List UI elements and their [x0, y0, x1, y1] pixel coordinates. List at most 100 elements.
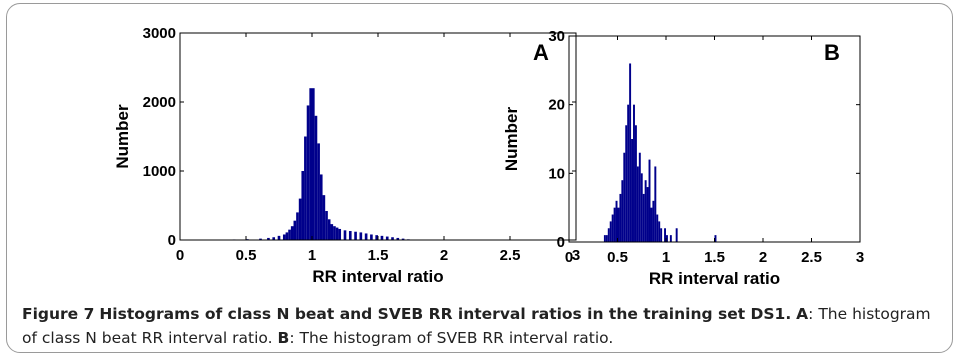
histogram-bar — [293, 220, 297, 240]
histogram-bar — [327, 219, 331, 240]
histogram-bar — [656, 214, 659, 242]
x-tick-label: 2 — [759, 249, 767, 266]
histogram-bar — [634, 125, 637, 242]
figure-caption: Figure 7 Histograms of class N beat and … — [22, 302, 937, 350]
caption-title: Histograms of class N beat and SVEB RR i… — [99, 305, 792, 323]
histogram-bar — [633, 104, 635, 242]
histogram-bar — [664, 228, 666, 242]
histogram-bar — [401, 238, 405, 240]
histogram-bar — [304, 136, 307, 240]
histogram-bar — [259, 238, 262, 240]
histogram-bar — [605, 235, 608, 242]
histogram-bar — [312, 88, 315, 240]
caption-figure-label: Figure 7 — [22, 305, 95, 323]
histogram-bar — [380, 235, 384, 240]
y-tick-label: 3000 — [143, 25, 176, 42]
histogram-bar — [333, 226, 336, 240]
histogram-bar — [640, 173, 643, 242]
panel-label-b: B — [824, 40, 840, 65]
histogram-bar — [325, 211, 328, 240]
y-axis-label: Number — [502, 107, 521, 172]
x-tick-label: 1.5 — [368, 247, 389, 264]
histogram-bar — [714, 235, 717, 242]
x-tick-label: 1 — [308, 247, 316, 264]
histogram-bar — [391, 237, 394, 240]
histogram-bar — [298, 198, 302, 240]
x-tick-label: 0 — [565, 249, 573, 266]
histogram-bar — [638, 152, 641, 242]
bars-a — [219, 88, 434, 240]
y-tick-label: 1000 — [143, 163, 176, 180]
histogram-bar — [660, 228, 663, 242]
y-tick-label: 2000 — [143, 94, 176, 111]
x-axis-label: RR interval ratio — [312, 267, 443, 286]
histogram-bar — [319, 174, 323, 240]
caption-panel-b-text: : The histogram of SVEB RR interval rati… — [289, 329, 614, 347]
histogram-bar — [343, 230, 347, 240]
histogram-bar — [375, 235, 378, 240]
histogram-bar — [646, 187, 649, 242]
histogram-bar — [282, 234, 286, 240]
y-tick-label: 0 — [168, 232, 176, 249]
histogram-bar — [629, 63, 632, 242]
histogram-bar — [613, 207, 616, 242]
histogram-bar — [621, 180, 624, 242]
y-tick-label: 0 — [557, 234, 565, 251]
x-tick-label: 1.5 — [704, 249, 725, 266]
histogram-bar — [648, 159, 651, 242]
histogram-bar — [396, 237, 400, 240]
histogram-bar — [669, 235, 672, 242]
x-tick-label: 0.5 — [236, 247, 257, 264]
histogram-bar — [290, 226, 294, 240]
histogram-bar — [619, 193, 622, 242]
y-tick-label: 10 — [548, 165, 565, 182]
histogram-bar — [354, 231, 357, 240]
histogram-bar — [650, 207, 653, 242]
histogram-bar — [317, 143, 320, 240]
histogram-bar — [277, 235, 281, 240]
histogram-bar — [288, 229, 291, 240]
histogram-bar — [658, 221, 661, 242]
figure-frame — [6, 3, 953, 353]
x-tick-label: 0.5 — [607, 249, 628, 266]
histogram-bar — [611, 214, 614, 242]
histogram-bar — [306, 105, 310, 240]
histogram-bar — [359, 232, 363, 240]
histogram-bar — [330, 224, 334, 240]
histogram-bar — [338, 228, 342, 240]
histogram-bar — [309, 88, 312, 240]
x-axis-label: RR interval ratio — [649, 269, 780, 288]
x-tick-label: 3 — [856, 249, 864, 266]
histogram-bar — [314, 115, 318, 240]
caption-panel-a-label: A — [796, 305, 809, 323]
histogram-bar — [654, 166, 657, 242]
x-tick-label: 1 — [662, 249, 670, 266]
histogram-bar — [623, 152, 626, 242]
histogram-bar — [301, 171, 305, 240]
histogram-bar — [652, 200, 655, 242]
histogram-bar — [617, 207, 620, 242]
histogram-bar — [642, 193, 645, 242]
histogram-bar — [627, 104, 630, 242]
histogram-bar — [625, 125, 628, 242]
histogram-bar — [636, 166, 639, 242]
histogram-bar — [335, 227, 339, 240]
y-axis-label: Number — [113, 104, 132, 169]
x-tick-label: 3 — [572, 247, 580, 264]
histogram-bar — [348, 231, 352, 240]
caption-panel-a-text: : The histogram of class N beat RR inter… — [22, 305, 931, 347]
histogram-bar — [267, 237, 270, 240]
histogram-bar — [631, 139, 634, 242]
histogram-bar — [296, 212, 299, 240]
y-tick-label: 30 — [548, 28, 565, 45]
panel-label-a: A — [533, 40, 549, 65]
x-tick-label: 0 — [176, 247, 184, 264]
histogram-bar — [666, 235, 668, 242]
histogram-bar — [285, 232, 289, 240]
histogram-bar — [603, 235, 606, 242]
plot-area-frame-b — [568, 35, 861, 243]
histogram-bar — [322, 195, 326, 240]
